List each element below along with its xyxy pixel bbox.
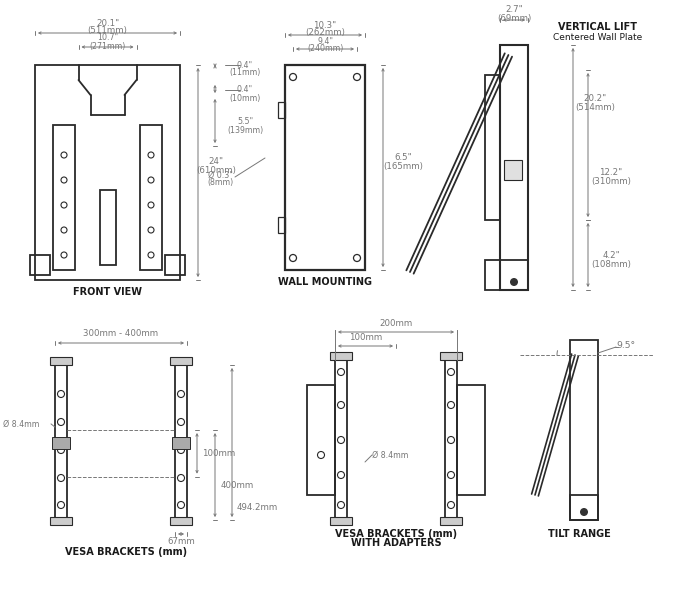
Text: Centered Wall Plate: Centered Wall Plate: [554, 32, 643, 41]
Bar: [500, 45, 528, 290]
Text: (610mm): (610mm): [196, 166, 236, 175]
Text: WITH ADAPTERS: WITH ADAPTERS: [351, 538, 441, 548]
Text: 0.4": 0.4": [237, 85, 253, 94]
Text: (11mm): (11mm): [229, 68, 260, 77]
Bar: [278, 217, 285, 233]
Bar: [440, 352, 462, 360]
Text: 6.5": 6.5": [394, 153, 412, 162]
Text: (165mm): (165mm): [383, 162, 423, 171]
Bar: [170, 517, 192, 525]
Text: WALL MOUNTING: WALL MOUNTING: [278, 277, 372, 287]
Text: 20.2": 20.2": [583, 94, 607, 103]
Bar: [55, 365, 67, 520]
Text: FRONT VIEW: FRONT VIEW: [73, 287, 142, 297]
Text: VERTICAL LIFT: VERTICAL LIFT: [558, 22, 638, 32]
Text: 494.2mm: 494.2mm: [237, 503, 277, 512]
Text: VESA BRACKETS (mm): VESA BRACKETS (mm): [335, 529, 457, 539]
Text: Ø 0.3": Ø 0.3": [207, 170, 233, 179]
Text: 10.3": 10.3": [313, 20, 337, 29]
Text: 0.4": 0.4": [237, 61, 253, 70]
Bar: [570, 495, 598, 520]
Text: 5.5": 5.5": [237, 118, 253, 127]
Text: (10mm): (10mm): [229, 94, 260, 103]
Text: 20.1": 20.1": [96, 19, 119, 28]
Bar: [140, 125, 162, 270]
Text: 9.5°: 9.5°: [617, 340, 636, 349]
Bar: [53, 125, 75, 270]
Text: (8mm): (8mm): [207, 179, 233, 187]
Text: 300mm - 400mm: 300mm - 400mm: [84, 329, 158, 338]
Text: 67mm: 67mm: [167, 538, 195, 547]
Bar: [175, 365, 187, 520]
Text: 200mm: 200mm: [379, 319, 413, 328]
Circle shape: [510, 278, 518, 286]
Bar: [307, 385, 335, 495]
Bar: [35, 65, 180, 280]
Bar: [99, 190, 116, 265]
Text: (271mm): (271mm): [89, 41, 126, 50]
Text: (262mm): (262mm): [305, 28, 345, 37]
Text: (514mm): (514mm): [575, 103, 615, 112]
Text: (108mm): (108mm): [591, 259, 631, 269]
Bar: [278, 102, 285, 118]
Text: (240mm): (240mm): [307, 44, 343, 53]
Bar: [485, 260, 528, 290]
Text: VESA BRACKETS (mm): VESA BRACKETS (mm): [65, 547, 187, 557]
Bar: [165, 255, 185, 275]
Bar: [50, 357, 72, 365]
Bar: [445, 360, 457, 520]
Text: (511mm): (511mm): [88, 26, 127, 35]
Text: 100mm: 100mm: [349, 334, 382, 343]
Text: 24": 24": [209, 157, 224, 166]
Bar: [172, 437, 190, 449]
Bar: [285, 65, 365, 270]
Text: TILT RANGE: TILT RANGE: [547, 529, 611, 539]
Text: 9.4": 9.4": [317, 37, 333, 46]
Bar: [504, 160, 522, 180]
Bar: [335, 360, 347, 520]
Text: 12.2": 12.2": [599, 168, 623, 177]
Text: 10.7": 10.7": [97, 34, 118, 43]
Text: 100mm: 100mm: [203, 449, 236, 458]
Bar: [485, 75, 500, 220]
Text: 2.7": 2.7": [505, 5, 523, 14]
Text: (139mm): (139mm): [227, 125, 263, 134]
Bar: [50, 517, 72, 525]
Text: (69mm): (69mm): [497, 13, 531, 22]
Circle shape: [580, 508, 588, 516]
Text: 400mm: 400mm: [220, 481, 254, 490]
Bar: [52, 437, 70, 449]
Bar: [457, 385, 485, 495]
Text: (310mm): (310mm): [591, 177, 631, 186]
Bar: [30, 255, 50, 275]
Text: Ø 8.4mm: Ø 8.4mm: [3, 419, 39, 428]
Text: 4.2": 4.2": [602, 251, 620, 259]
Text: Ø 8.4mm: Ø 8.4mm: [372, 451, 408, 460]
Bar: [440, 517, 462, 525]
Bar: [170, 357, 192, 365]
Bar: [330, 517, 352, 525]
Bar: [570, 340, 598, 520]
Bar: [330, 352, 352, 360]
